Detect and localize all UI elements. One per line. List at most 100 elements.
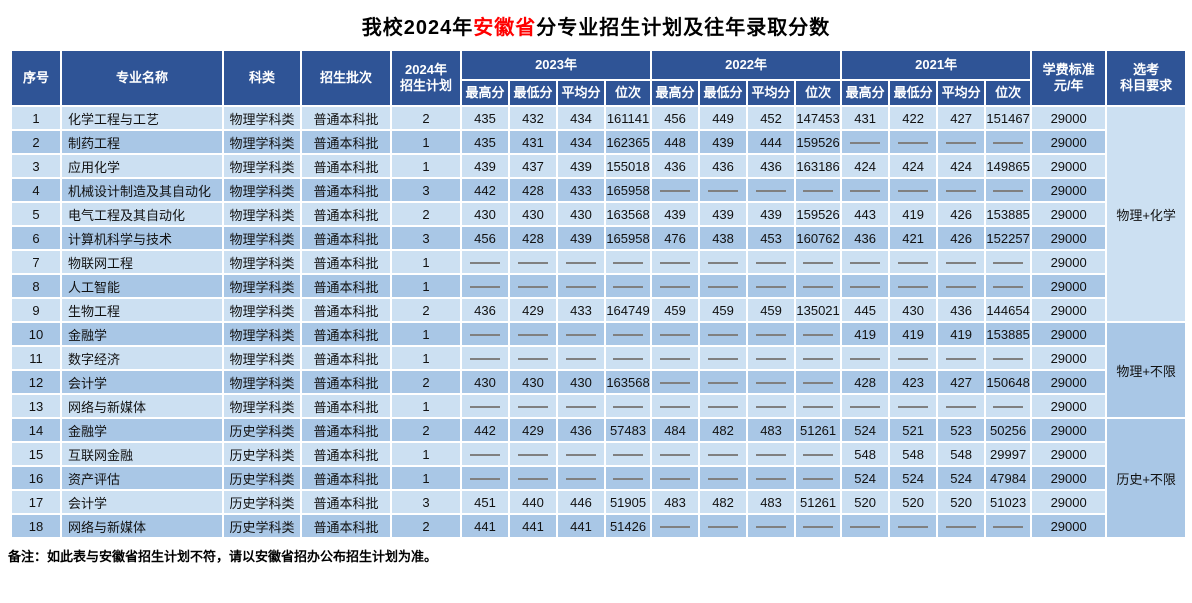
no-data-dash <box>756 526 787 529</box>
no-data-dash <box>850 526 881 529</box>
score-min-2022-cell <box>698 177 749 203</box>
no-data-dash <box>660 454 691 457</box>
score-max-2021-cell: 524 <box>840 465 891 491</box>
seq-cell: 5 <box>10 201 62 227</box>
no-data-dash <box>946 286 977 289</box>
score-avg-2021-cell: 426 <box>936 201 987 227</box>
header-seq: 序号 <box>10 49 62 107</box>
score-min-2023-cell: 431 <box>508 129 558 155</box>
score-max-2023-cell: 456 <box>460 225 510 251</box>
no-data-dash <box>518 406 548 409</box>
rank-2023-cell: 165958 <box>603 177 653 203</box>
score-max-2023-cell <box>460 249 510 275</box>
fee-cell: 29000 <box>1030 153 1108 179</box>
major-cell: 电气工程及其自动化 <box>60 201 224 227</box>
score-min-2023-cell <box>508 321 558 347</box>
score-min-2021-cell: 422 <box>888 105 939 131</box>
no-data-dash <box>470 478 500 481</box>
plan-cell: 2 <box>390 297 462 323</box>
no-data-dash <box>756 358 787 361</box>
score-avg-2023-cell: 430 <box>556 369 606 395</box>
score-max-2023-cell: 435 <box>460 129 510 155</box>
fee-cell: 29000 <box>1030 489 1108 515</box>
header-year-2021: 2021年 <box>840 49 1033 81</box>
score-avg-2022-cell: 444 <box>746 129 797 155</box>
seq-cell: 18 <box>10 513 62 539</box>
score-max-2022-cell <box>650 249 701 275</box>
score-min-2022-cell: 459 <box>698 297 749 323</box>
fee-cell: 29000 <box>1030 369 1108 395</box>
no-data-dash <box>803 286 834 289</box>
plan-cell: 1 <box>390 441 462 467</box>
rank-2023-cell: 57483 <box>603 417 653 443</box>
major-cell: 网络与新媒体 <box>60 393 224 419</box>
rank-2021-cell <box>984 177 1033 203</box>
score-max-2022-cell <box>650 273 701 299</box>
no-data-dash <box>756 190 787 193</box>
score-min-2022-cell <box>698 369 749 395</box>
score-max-2022-cell <box>650 321 701 347</box>
no-data-dash <box>898 358 929 361</box>
score-avg-2021-cell: 436 <box>936 297 987 323</box>
score-max-2021-cell: 431 <box>840 105 891 131</box>
score-avg-2022-cell <box>746 393 797 419</box>
batch-cell: 普通本科批 <box>300 297 392 323</box>
category-cell: 历史学科类 <box>222 441 302 467</box>
no-data-dash <box>566 454 596 457</box>
no-data-dash <box>946 526 977 529</box>
no-data-dash <box>756 478 787 481</box>
no-data-dash <box>898 142 929 145</box>
no-data-dash <box>518 286 548 289</box>
score-avg-2022-cell <box>746 369 797 395</box>
table-header: 序号 专业名称 科类 招生批次 2024年 招生计划 2023年 2022年 2… <box>10 49 1188 107</box>
score-avg-2022-cell: 453 <box>746 225 797 251</box>
rank-2022-cell: 135021 <box>794 297 843 323</box>
score-max-2021-cell: 520 <box>840 489 891 515</box>
no-data-dash <box>613 334 644 337</box>
header-max-2021: 最高分 <box>840 79 891 107</box>
no-data-dash <box>518 262 548 265</box>
major-cell: 人工智能 <box>60 273 224 299</box>
score-max-2022-cell: 436 <box>650 153 701 179</box>
no-data-dash <box>850 190 881 193</box>
no-data-dash <box>613 286 644 289</box>
rank-2021-cell <box>984 513 1033 539</box>
score-avg-2023-cell <box>556 273 606 299</box>
header-min-2021: 最低分 <box>888 79 939 107</box>
rank-2021-cell: 153885 <box>984 321 1033 347</box>
score-min-2023-cell: 428 <box>508 177 558 203</box>
score-min-2023-cell <box>508 249 558 275</box>
major-cell: 网络与新媒体 <box>60 513 224 539</box>
no-data-dash <box>756 382 787 385</box>
rank-2023-cell: 164749 <box>603 297 653 323</box>
score-max-2023-cell <box>460 273 510 299</box>
rank-2023-cell: 163568 <box>603 369 653 395</box>
rank-2022-cell: 159526 <box>794 201 843 227</box>
score-avg-2022-cell: 436 <box>746 153 797 179</box>
category-cell: 历史学科类 <box>222 465 302 491</box>
no-data-dash <box>993 526 1024 529</box>
seq-cell: 1 <box>10 105 62 131</box>
fee-cell: 29000 <box>1030 273 1108 299</box>
score-avg-2023-cell: 439 <box>556 153 606 179</box>
score-avg-2023-cell <box>556 249 606 275</box>
seq-cell: 4 <box>10 177 62 203</box>
no-data-dash <box>566 286 596 289</box>
fee-cell: 29000 <box>1030 249 1108 275</box>
score-max-2022-cell <box>650 465 701 491</box>
batch-cell: 普通本科批 <box>300 345 392 371</box>
no-data-dash <box>518 334 548 337</box>
rank-2022-cell: 160762 <box>794 225 843 251</box>
rank-2022-cell: 51261 <box>794 489 843 515</box>
score-min-2021-cell: 524 <box>888 465 939 491</box>
rank-2021-cell: 50256 <box>984 417 1033 443</box>
header-rank-2021: 位次 <box>984 79 1033 107</box>
score-max-2023-cell <box>460 345 510 371</box>
no-data-dash <box>613 478 644 481</box>
plan-cell: 2 <box>390 105 462 131</box>
no-data-dash <box>993 190 1024 193</box>
rank-2021-cell <box>984 345 1033 371</box>
subject-requirement-cell: 物理+不限 <box>1105 321 1188 419</box>
no-data-dash <box>708 190 739 193</box>
no-data-dash <box>850 358 881 361</box>
